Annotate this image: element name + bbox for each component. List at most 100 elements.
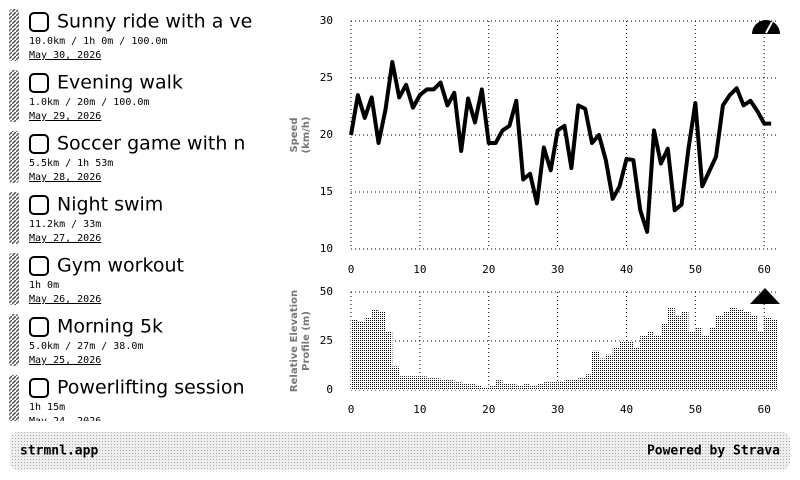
elevation-bar [667,307,675,390]
elevation-bar [647,331,655,390]
y-axis-label: Speed(km/h) [289,117,312,154]
elevation-bar [585,374,593,390]
mountain-icon [750,288,780,304]
y-axis-label-line: Relative Elevation [289,290,300,392]
elevation-bar [743,311,751,390]
elevation-bar [481,388,489,390]
elevation-bar [722,311,730,390]
y-tick-label: 25 [320,71,333,84]
elevation-bar [709,327,717,390]
elevation-bar [750,315,758,390]
activity-stripe [9,9,19,61]
activity-date: May 26, 2026 [29,294,101,305]
activity-stats: 5.5km / 1h 53m [29,158,113,169]
activity-title: Evening walk [57,72,183,94]
elevation-bar [433,378,441,390]
elevation-bar [412,376,420,390]
elevation-bar [357,321,365,390]
activity-icon [29,317,49,337]
activity-title: Morning 5k [57,316,163,338]
x-tick-label: 0 [348,403,355,416]
elevation-bar [578,378,586,390]
y-tick-label: 25 [320,334,333,347]
elevation-bar [695,327,703,390]
elevation-bar [399,376,407,390]
y-axis-label-line: Profile (m) [301,311,312,371]
elevation-bar [468,384,475,390]
footer-right: Powered by Strava [647,444,780,459]
elevation-bar [674,315,682,390]
elevation-bar [598,358,606,390]
activity-title: Gym workout [57,255,184,277]
elevation-bar [633,346,641,390]
elevation-bar [488,386,496,390]
elevation-bar [619,341,627,390]
x-tick-label: 30 [551,263,564,276]
elevation-bar [564,380,572,390]
footer-left: strmnl.app [20,444,98,459]
elevation-bar [536,384,544,390]
elevation-bar [461,384,469,390]
charts: Speed(km/h) 10 15 20 25 30 0 10 20 30 40 50 60 Relati… [289,14,778,416]
y-tick-label: 0 [326,383,333,396]
activity-icon [29,256,49,276]
x-tick-label: 20 [482,403,495,416]
elevation-bar [729,307,737,390]
elevation-bar [502,384,510,390]
y-axis-label: Relative ElevationProfile (m) [289,290,312,392]
x-tick-label: 60 [758,403,771,416]
speed-line [349,60,772,234]
x-tick-label: 0 [348,263,355,276]
elevation-bar [509,384,517,390]
elevation-bar [454,382,462,390]
activity-stats: 1.0km / 20m / 100.0m [29,97,149,108]
activity-title: Night swim [57,194,163,216]
activity-date: May 24, 2026 [29,416,101,427]
elevation-bar [364,317,372,390]
activity-icon [29,73,49,93]
activity-icon [29,195,49,215]
activity-stripe [9,253,19,305]
y-tick-label: 50 [320,285,333,298]
elevation-bar [550,382,558,390]
elevation-bar [688,331,696,390]
activity-stats: 1h 0m [29,280,59,291]
y-tick-label: 30 [320,14,333,27]
elevation-bar [516,386,524,390]
activity-stats: 11.2km / 33m [29,219,101,230]
activity-title: Soccer game with n [57,133,245,155]
x-tick-label: 50 [689,263,702,276]
elevation-bar [392,366,400,390]
activity-date: May 27, 2026 [29,233,101,244]
elevation-bar [716,315,723,390]
activity-stripe [9,314,19,366]
y-tick-label: 20 [320,128,333,141]
activity-date: May 30, 2026 [29,50,101,61]
activity-icon [29,134,49,154]
x-tick-label: 20 [482,263,495,276]
elevation-bar [654,335,661,390]
activity-list: Sunny ride with a ve 10.0km / 1h 0m / 100… [9,9,252,427]
elevation-bar [557,382,565,390]
activity-stats: 10.0km / 1h 0m / 100.0m [29,36,167,47]
elevation-bar [571,380,579,390]
footer-bar [10,432,790,470]
y-axis-label-line: (km/h) [301,117,312,154]
elevation-bar [605,354,613,390]
elevation-bar [660,323,668,390]
y-axis-label-line: Speed [289,117,300,152]
elevation-bar [406,376,413,390]
elevation-bar [419,376,427,390]
x-tick-label: 30 [551,403,564,416]
x-tick-label: 10 [413,263,426,276]
elevation-bar [702,335,710,390]
elevation-bar [612,346,620,390]
y-tick-label: 10 [320,242,333,255]
activity-date: May 28, 2026 [29,172,101,183]
elevation-bar [495,380,503,390]
elevation-bar [592,350,599,390]
activity-stripe [9,192,19,244]
elevation-bar [681,311,689,390]
